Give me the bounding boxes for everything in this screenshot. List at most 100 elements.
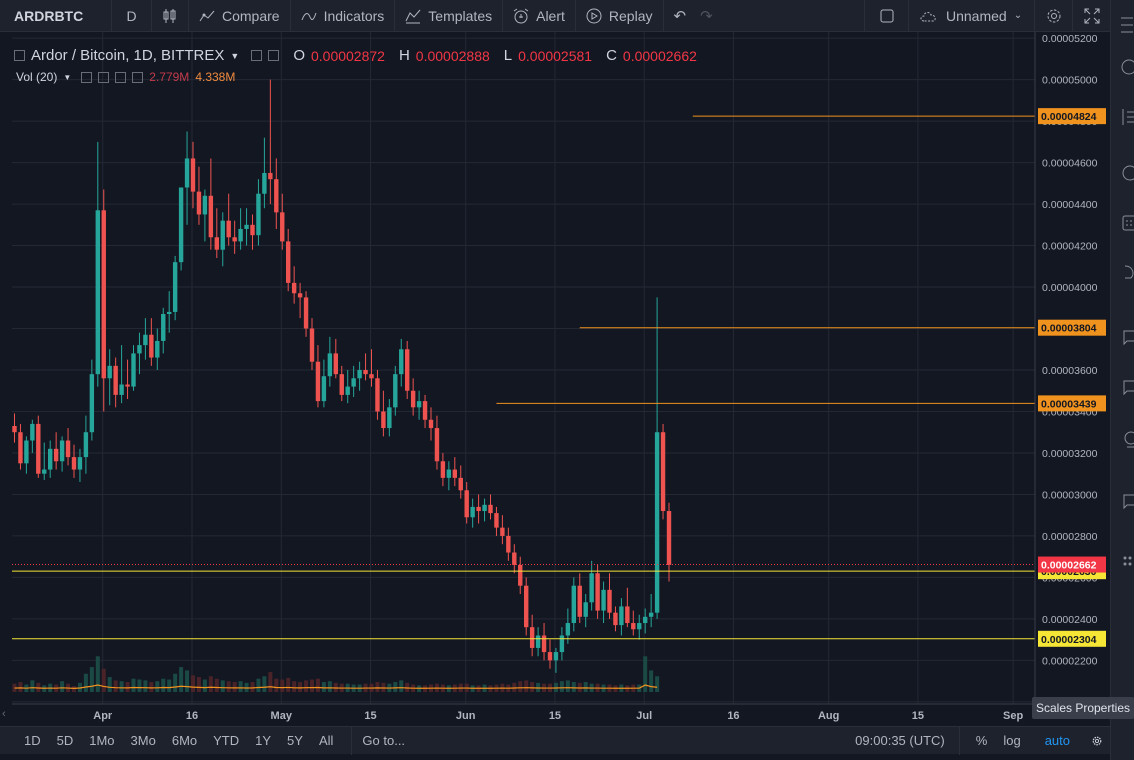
range-ytd[interactable]: YTD [213, 733, 240, 748]
candle-body [470, 506, 475, 518]
volume-bar [173, 673, 178, 692]
price-tick-label: 0.00004200 [1042, 241, 1098, 253]
volume-bar [304, 680, 309, 692]
watchlist-icon[interactable] [1117, 14, 1134, 36]
candle-body [89, 374, 95, 433]
grid-icon[interactable] [1117, 550, 1134, 572]
volume-bar [250, 682, 255, 692]
volume-bar [179, 667, 184, 692]
visibility-toggle-icon[interactable] [251, 50, 263, 61]
candle-body [107, 365, 112, 379]
candle-body [238, 228, 243, 242]
scroll-left-icon[interactable]: ‹ [2, 708, 6, 720]
percent-scale-toggle[interactable]: % [975, 733, 988, 748]
range-6mo[interactable]: 6Mo [171, 733, 198, 748]
symbol-label: ARDRBTC [14, 7, 84, 24]
volume-settings-icon[interactable] [98, 71, 110, 83]
compare-button[interactable]: Compare [189, 0, 291, 32]
settings-button[interactable] [1034, 0, 1072, 32]
time-tick-label: 15 [912, 710, 924, 722]
expand-icon [1084, 8, 1099, 23]
replay-button[interactable]: Replay [576, 0, 664, 32]
volume-remove-icon[interactable] [132, 71, 144, 83]
utc-clock[interactable]: 09:00:35 (UTC) [841, 726, 960, 755]
redo-icon[interactable]: ↷ [700, 7, 713, 25]
interval-button[interactable]: D [112, 0, 152, 32]
candle-body [101, 210, 106, 379]
range-all[interactable]: All [318, 733, 334, 748]
price-axis-background [1035, 32, 1110, 704]
auto-scale-toggle[interactable]: auto [1044, 733, 1070, 748]
volume-eye-icon[interactable] [81, 71, 93, 83]
candle-body [143, 334, 148, 346]
fullscreen-button[interactable] [1072, 0, 1110, 32]
layout-name-button[interactable]: Unnamed ⌄ [908, 0, 1034, 32]
volume-bar [191, 675, 195, 692]
alarm-icon[interactable] [1117, 56, 1134, 78]
volume-bar [262, 676, 267, 692]
volume-bar [649, 670, 654, 692]
range-1d[interactable]: 1D [24, 733, 41, 748]
candle-body [315, 361, 321, 402]
list-icon[interactable] [1117, 106, 1134, 128]
range-5y[interactable]: 5Y [287, 733, 303, 748]
chat-bubbles-icon[interactable] [1117, 376, 1134, 398]
chat-alt-icon[interactable] [1117, 490, 1134, 512]
volume-bar [321, 682, 326, 692]
volume-ma-line [14, 684, 658, 689]
candle-body [506, 535, 511, 553]
candle-body [53, 448, 59, 462]
candle-body [291, 282, 297, 294]
range-5d[interactable]: 5D [56, 733, 74, 748]
lightbulb-icon[interactable] [1117, 262, 1134, 284]
candle-body [83, 432, 89, 458]
scale-settings-button[interactable] [1084, 727, 1110, 755]
candle-body [232, 237, 237, 242]
clock-icon[interactable] [1117, 162, 1134, 184]
candle-body [601, 589, 606, 611]
gear-icon [1092, 736, 1102, 745]
collapse-icon[interactable] [14, 50, 25, 61]
alert-button[interactable]: Alert [503, 0, 576, 32]
volume-caret-icon[interactable]: ▼ [63, 72, 72, 82]
templates-button[interactable]: Templates [395, 0, 504, 32]
alert-label: Alert [536, 7, 565, 24]
idea-icon[interactable] [1117, 428, 1134, 450]
time-tick-label: 16 [186, 710, 198, 722]
price-chart[interactable]: 0.000052000.000050000.000048000.00004600… [0, 32, 1110, 726]
volume-title[interactable]: Vol (20) [16, 70, 58, 84]
volume-bar [571, 682, 576, 692]
chart-type-button[interactable] [152, 0, 189, 32]
candle-body [660, 432, 666, 512]
right-sidebar [1110, 0, 1134, 760]
candle-body [458, 477, 463, 491]
range-1y[interactable]: 1Y [255, 733, 272, 748]
series-title[interactable]: Ardor / Bitcoin, 1D, BITTREX [31, 47, 225, 64]
candle-body [178, 187, 184, 263]
symbol-search-button[interactable]: ARDRBTC [0, 0, 112, 32]
price-tick-label: 0.00003200 [1042, 448, 1098, 460]
goto-button[interactable]: Go to... [351, 726, 415, 755]
settings-small-icon[interactable] [268, 50, 280, 61]
high-key: H [398, 47, 410, 64]
price-tag-label: 0.00004824 [1041, 111, 1097, 123]
fullscreen-layout-button[interactable] [864, 0, 908, 32]
alarm-clock-icon [513, 8, 529, 23]
volume-add-icon[interactable] [115, 71, 127, 83]
cloud-icon [920, 11, 936, 21]
log-scale-toggle[interactable]: log [1003, 733, 1021, 748]
chat-icon[interactable] [1117, 326, 1134, 348]
undo-icon[interactable]: ↶ [673, 7, 687, 25]
candle-body [654, 432, 660, 613]
indicators-button[interactable]: Indicators [291, 0, 396, 32]
range-3mo[interactable]: 3Mo [130, 733, 156, 748]
candle-body [595, 573, 600, 611]
calendar-icon[interactable] [1117, 212, 1134, 234]
range-1mo[interactable]: 1Mo [89, 733, 115, 748]
candle-body [643, 616, 648, 624]
candle-body [440, 461, 446, 478]
price-axis[interactable] [1034, 32, 1110, 704]
candle-body [535, 635, 541, 648]
dropdown-caret-icon[interactable]: ▼ [230, 50, 240, 61]
candle-body [369, 374, 374, 379]
